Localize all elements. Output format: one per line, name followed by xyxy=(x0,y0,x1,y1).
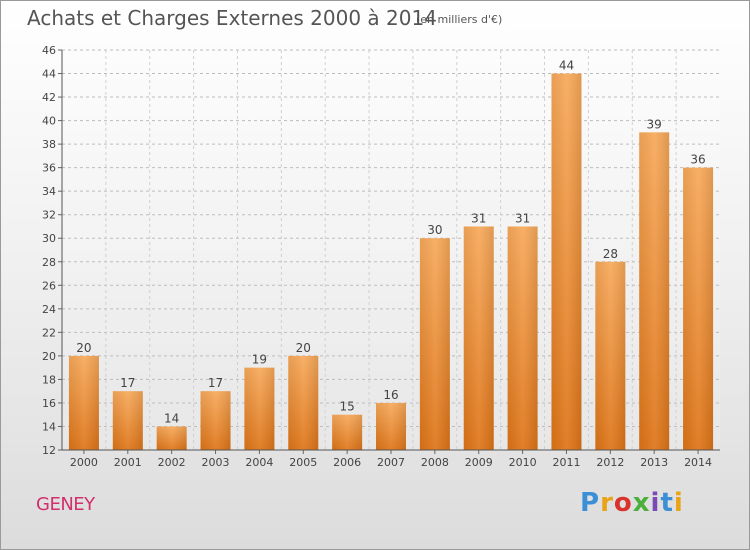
y-tick-label: 34 xyxy=(42,185,56,198)
logo-letter: i xyxy=(650,488,661,518)
data-label: 44 xyxy=(559,59,574,73)
logo-letter: i xyxy=(673,488,684,518)
bar-shade xyxy=(463,226,494,450)
y-tick-label: 26 xyxy=(42,279,56,292)
data-label: 20 xyxy=(296,341,311,355)
x-tick-label: 2005 xyxy=(289,456,317,469)
bar-shade xyxy=(244,367,275,450)
x-tick-label: 2014 xyxy=(684,456,712,469)
bar-shade xyxy=(551,73,582,450)
bar-shade xyxy=(376,402,406,450)
bar-shade xyxy=(288,355,319,450)
y-tick-label: 30 xyxy=(42,232,56,245)
bar-shade xyxy=(419,238,450,450)
data-label: 15 xyxy=(339,400,354,414)
x-tick-label: 2003 xyxy=(202,456,230,469)
y-tick-label: 22 xyxy=(42,326,56,339)
data-label: 20 xyxy=(76,341,91,355)
bar-shade xyxy=(200,391,231,450)
x-tick-label: 2010 xyxy=(509,456,537,469)
data-label: 31 xyxy=(471,211,486,225)
y-tick-label: 16 xyxy=(42,397,56,410)
bar-shade xyxy=(595,261,626,450)
y-tick-label: 46 xyxy=(42,44,56,57)
data-label: 31 xyxy=(515,211,530,225)
bar-shade xyxy=(156,426,187,450)
y-tick-label: 12 xyxy=(42,444,56,457)
chart-unit: (en milliers d'€) xyxy=(416,13,503,26)
data-label: 28 xyxy=(603,247,618,261)
x-tick-label: 2002 xyxy=(158,456,186,469)
data-label: 14 xyxy=(164,411,179,425)
place-name: GENEY xyxy=(36,494,95,515)
data-label: 19 xyxy=(252,353,267,367)
y-tick-label: 24 xyxy=(42,303,56,316)
y-tick-label: 44 xyxy=(42,68,56,81)
y-tick-label: 14 xyxy=(42,420,56,433)
x-tick-label: 2009 xyxy=(465,456,493,469)
y-tick-label: 42 xyxy=(42,91,56,104)
bar-shade xyxy=(332,414,363,450)
bar-shade xyxy=(112,391,143,450)
bar-shade xyxy=(68,355,99,450)
y-tick-label: 36 xyxy=(42,162,56,175)
data-label: 17 xyxy=(208,376,223,390)
data-label: 16 xyxy=(383,388,398,402)
logo-letter: o xyxy=(613,488,633,518)
x-tick-label: 2001 xyxy=(114,456,142,469)
bar-shade xyxy=(507,226,538,450)
y-tick-label: 32 xyxy=(42,209,56,222)
y-tick-label: 40 xyxy=(42,115,56,128)
x-tick-label: 2000 xyxy=(70,456,98,469)
data-label: 30 xyxy=(427,223,442,237)
data-label: 39 xyxy=(647,117,662,131)
logo-letter: P xyxy=(580,488,601,518)
bar-shade xyxy=(639,132,670,450)
y-tick-label: 38 xyxy=(42,138,56,151)
x-tick-label: 2008 xyxy=(421,456,449,469)
y-tick-label: 18 xyxy=(42,373,56,386)
x-tick-label: 2012 xyxy=(596,456,624,469)
y-tick-label: 20 xyxy=(42,350,56,363)
data-label: 36 xyxy=(690,153,705,167)
y-tick-label: 28 xyxy=(42,256,56,269)
logo-letter: x xyxy=(632,488,651,518)
x-tick-label: 2004 xyxy=(245,456,273,469)
x-tick-label: 2011 xyxy=(552,456,580,469)
proxiti-logo: Proxiti xyxy=(580,488,684,518)
x-tick-label: 2013 xyxy=(640,456,668,469)
bar-shade xyxy=(683,167,714,450)
logo-letter: t xyxy=(660,488,674,518)
data-label: 17 xyxy=(120,376,135,390)
logo-letter: r xyxy=(600,488,614,518)
chart-title: Achats et Charges Externes 2000 à 2014 xyxy=(27,6,437,30)
x-tick-label: 2006 xyxy=(333,456,361,469)
x-tick-label: 2007 xyxy=(377,456,405,469)
